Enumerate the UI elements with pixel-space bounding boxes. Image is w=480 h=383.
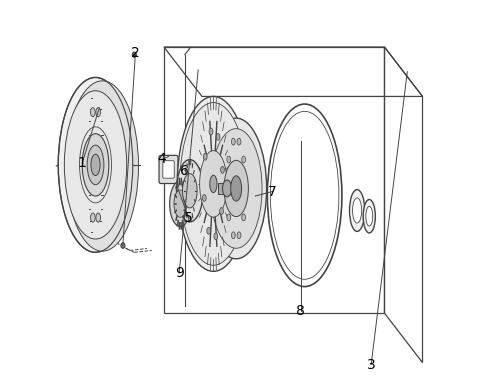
Text: 6: 6 (180, 164, 189, 178)
Ellipse shape (210, 129, 262, 248)
Ellipse shape (91, 213, 95, 222)
Ellipse shape (87, 145, 104, 185)
Ellipse shape (363, 200, 375, 233)
Ellipse shape (224, 160, 248, 217)
Ellipse shape (214, 233, 218, 240)
Ellipse shape (231, 176, 241, 201)
Ellipse shape (91, 154, 100, 175)
Ellipse shape (58, 77, 133, 252)
Ellipse shape (242, 156, 245, 163)
Text: 8: 8 (296, 304, 305, 318)
Ellipse shape (352, 198, 361, 223)
Ellipse shape (66, 81, 139, 251)
Text: 3: 3 (367, 357, 375, 372)
Ellipse shape (132, 52, 136, 57)
Ellipse shape (227, 214, 231, 221)
Ellipse shape (180, 103, 247, 265)
Polygon shape (218, 183, 236, 194)
FancyBboxPatch shape (159, 155, 178, 183)
Ellipse shape (203, 195, 206, 201)
Ellipse shape (220, 208, 223, 214)
Ellipse shape (200, 151, 227, 217)
Ellipse shape (174, 190, 187, 218)
Ellipse shape (96, 213, 100, 222)
Ellipse shape (204, 153, 207, 160)
Ellipse shape (177, 160, 203, 222)
Ellipse shape (242, 214, 245, 221)
Ellipse shape (96, 108, 100, 117)
Ellipse shape (209, 128, 213, 135)
Ellipse shape (366, 206, 372, 226)
Ellipse shape (206, 118, 266, 259)
Ellipse shape (91, 108, 95, 117)
Ellipse shape (169, 181, 191, 226)
Ellipse shape (82, 134, 109, 196)
Ellipse shape (177, 97, 250, 271)
Ellipse shape (237, 138, 241, 145)
Ellipse shape (98, 160, 103, 169)
Ellipse shape (243, 185, 247, 192)
Ellipse shape (231, 232, 235, 239)
Ellipse shape (210, 175, 217, 193)
Ellipse shape (121, 243, 125, 248)
Ellipse shape (182, 173, 197, 208)
Ellipse shape (206, 166, 221, 201)
Ellipse shape (349, 190, 365, 231)
Text: 7: 7 (268, 185, 276, 198)
Ellipse shape (231, 138, 235, 145)
Ellipse shape (223, 180, 232, 197)
Ellipse shape (227, 156, 231, 163)
Ellipse shape (216, 134, 220, 140)
Text: 1: 1 (78, 156, 87, 170)
Ellipse shape (237, 232, 241, 239)
Ellipse shape (221, 167, 224, 173)
Text: 5: 5 (184, 211, 193, 225)
Text: 9: 9 (175, 266, 184, 280)
Text: 2: 2 (131, 46, 140, 60)
Text: 4: 4 (157, 152, 167, 166)
Ellipse shape (207, 228, 211, 234)
Ellipse shape (64, 91, 127, 239)
FancyBboxPatch shape (163, 161, 174, 178)
Ellipse shape (88, 160, 93, 169)
Ellipse shape (225, 185, 229, 192)
